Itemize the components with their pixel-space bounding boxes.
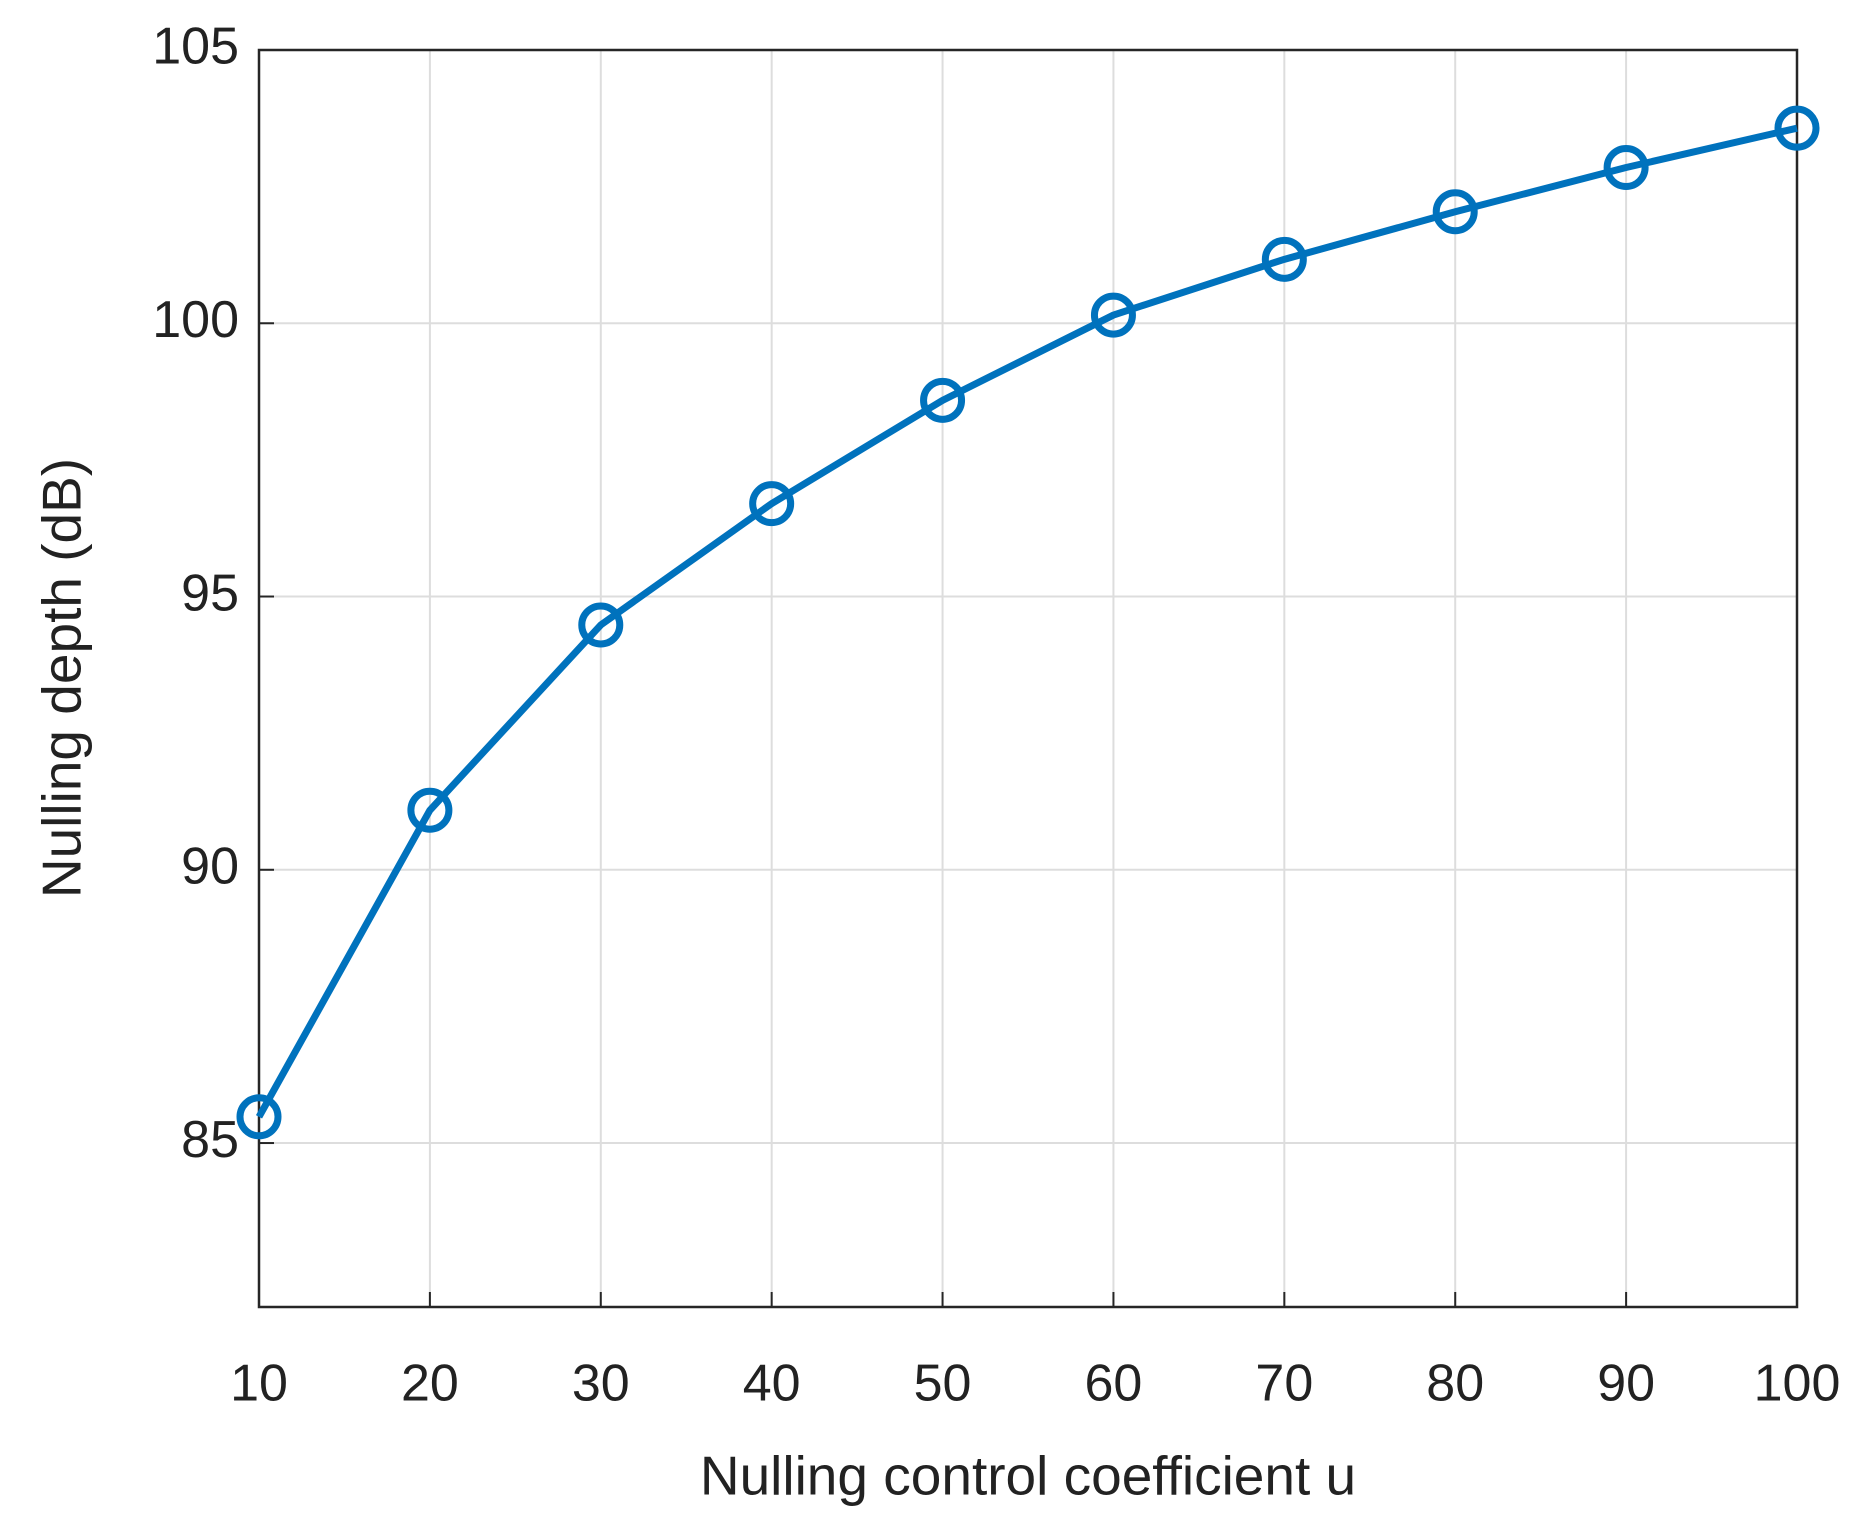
data-point bbox=[236, 1094, 282, 1140]
data-line bbox=[255, 124, 1798, 1119]
x-tick-label: 30 bbox=[572, 1355, 630, 1413]
y-axis-label: Nulling depth (dB) bbox=[31, 458, 93, 898]
data-point bbox=[1603, 145, 1649, 191]
x-tick-label: 70 bbox=[1255, 1355, 1313, 1413]
x-axis-label: Nulling control coefficient u bbox=[700, 1445, 1356, 1507]
y-tick-label: 105 bbox=[152, 18, 239, 76]
x-tick-label: 50 bbox=[914, 1355, 972, 1413]
y-tick-label: 90 bbox=[181, 838, 239, 896]
y-tick-label: 100 bbox=[152, 291, 239, 349]
data-point bbox=[1432, 189, 1478, 235]
axes-box bbox=[257, 48, 1799, 1309]
x-tick-label: 100 bbox=[1754, 1355, 1841, 1413]
data-point bbox=[1261, 236, 1307, 282]
data-point bbox=[749, 481, 795, 527]
y-tick-label: 95 bbox=[181, 564, 239, 622]
x-tick-label: 40 bbox=[743, 1355, 801, 1413]
x-tick-label: 60 bbox=[1085, 1355, 1143, 1413]
data-point bbox=[407, 787, 453, 833]
plot-area bbox=[259, 50, 1797, 1307]
x-tick-label: 90 bbox=[1597, 1355, 1655, 1413]
data-point bbox=[920, 377, 966, 423]
x-tick-label: 80 bbox=[1426, 1355, 1484, 1413]
x-tick-label: 20 bbox=[401, 1355, 459, 1413]
data-point bbox=[1774, 105, 1820, 151]
data-point bbox=[1090, 292, 1136, 338]
data-point bbox=[578, 602, 624, 648]
y-tick-label: 85 bbox=[181, 1111, 239, 1169]
x-tick-label: 10 bbox=[230, 1355, 288, 1413]
